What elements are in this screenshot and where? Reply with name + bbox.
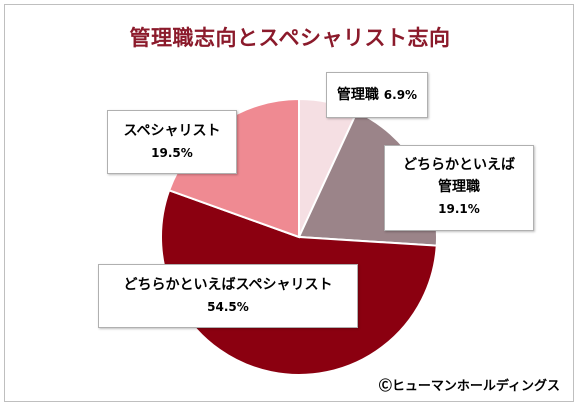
- label-spec-line1: スペシャリスト: [123, 123, 221, 139]
- chart-title: 管理職志向とスペシャリスト志向: [129, 26, 451, 50]
- label-spec: スペシャリスト 19.5%: [107, 110, 237, 174]
- label-kanrishoku-name: 管理職: [336, 87, 379, 103]
- copyright-text: Ⓒヒューマンホールディングス: [378, 379, 560, 394]
- label-dochira-kanri: どちらかといえば 管理職 19.1%: [384, 145, 534, 231]
- label-dochira-kanri-line2: 管理職: [438, 179, 480, 195]
- label-kanrishoku: 管理職 6.9%: [326, 72, 428, 118]
- label-dochira-spec-pct: 54.5%: [207, 300, 249, 314]
- label-dochira-kanri-line1: どちらかといえば: [403, 157, 515, 173]
- label-spec-pct: 19.5%: [151, 146, 193, 160]
- label-dochira-kanri-pct: 19.1%: [438, 202, 480, 216]
- label-dochira-spec: どちらかといえばスペシャリスト 54.5%: [98, 264, 358, 328]
- label-dochira-spec-line1: どちらかといえばスペシャリスト: [123, 277, 333, 293]
- label-kanrishoku-pct: 6.9%: [383, 88, 418, 102]
